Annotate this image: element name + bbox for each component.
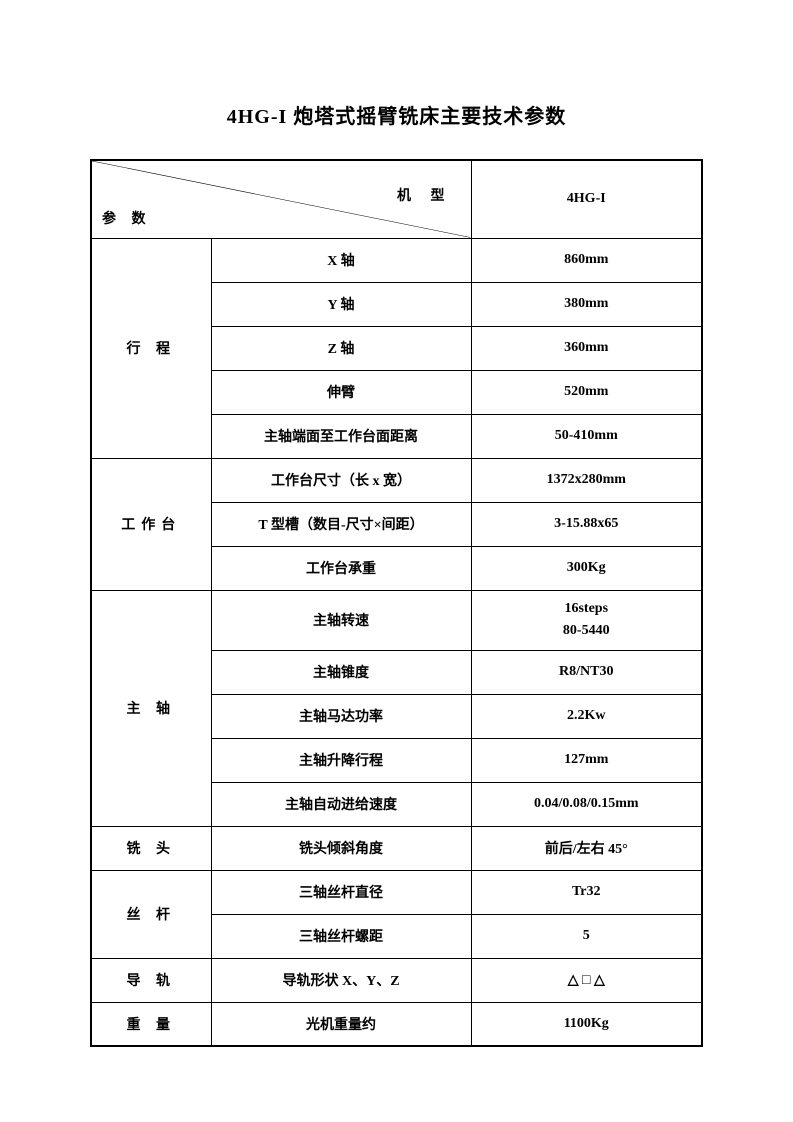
param-cell: Y 轴 bbox=[211, 282, 471, 326]
category-cell: 主 轴 bbox=[91, 590, 211, 826]
value-cell: R8/NT30 bbox=[471, 650, 702, 694]
value-cell: 3-15.88x65 bbox=[471, 502, 702, 546]
value-cell: 1100Kg bbox=[471, 1002, 702, 1046]
value-cell: 380mm bbox=[471, 282, 702, 326]
param-cell: 工作台尺寸（长 x 宽） bbox=[211, 458, 471, 502]
table-row: 丝 杆三轴丝杆直径Tr32 bbox=[91, 870, 702, 914]
table-row: 行 程X 轴860mm bbox=[91, 238, 702, 282]
param-cell: 伸臂 bbox=[211, 370, 471, 414]
value-cell: 127mm bbox=[471, 738, 702, 782]
value-cell: 50-410mm bbox=[471, 414, 702, 458]
table-row: 铣 头铣头倾斜角度前后/左右 45° bbox=[91, 826, 702, 870]
document-title: 4HG-I 炮塔式摇臂铣床主要技术参数 bbox=[90, 100, 703, 129]
header-row: 机 型 参 数 4HG-I bbox=[91, 160, 702, 238]
value-cell: 360mm bbox=[471, 326, 702, 370]
spec-table-body: 机 型 参 数 4HG-I 行 程X 轴860mmY 轴380mmZ 轴360m… bbox=[91, 160, 702, 1046]
value-cell: 300Kg bbox=[471, 546, 702, 590]
value-cell: 1372x280mm bbox=[471, 458, 702, 502]
param-cell: 工作台承重 bbox=[211, 546, 471, 590]
param-cell: 导轨形状 X、Y、Z bbox=[211, 958, 471, 1002]
param-cell: 主轴端面至工作台面距离 bbox=[211, 414, 471, 458]
value-cell: Tr32 bbox=[471, 870, 702, 914]
value-cell: △ □ △ bbox=[471, 958, 702, 1002]
param-cell: X 轴 bbox=[211, 238, 471, 282]
category-cell: 工作台 bbox=[91, 458, 211, 590]
category-cell: 导 轨 bbox=[91, 958, 211, 1002]
param-cell: T 型槽（数目-尺寸×间距） bbox=[211, 502, 471, 546]
value-line: 80-5440 bbox=[563, 623, 610, 638]
header-parameter-label: 参 数 bbox=[102, 208, 152, 228]
param-cell: 主轴马达功率 bbox=[211, 694, 471, 738]
param-cell: 主轴锥度 bbox=[211, 650, 471, 694]
table-row: 重 量光机重量约1100Kg bbox=[91, 1002, 702, 1046]
table-row: 工作台工作台尺寸（长 x 宽）1372x280mm bbox=[91, 458, 702, 502]
category-cell: 丝 杆 bbox=[91, 870, 211, 958]
value-cell: 5 bbox=[471, 914, 702, 958]
spec-table: 机 型 参 数 4HG-I 行 程X 轴860mmY 轴380mmZ 轴360m… bbox=[90, 159, 703, 1047]
param-cell: 三轴丝杆直径 bbox=[211, 870, 471, 914]
value-cell: 0.04/0.08/0.15mm bbox=[471, 782, 702, 826]
value-cell: 860mm bbox=[471, 238, 702, 282]
param-cell: 主轴升降行程 bbox=[211, 738, 471, 782]
category-cell: 重 量 bbox=[91, 1002, 211, 1046]
param-cell: 铣头倾斜角度 bbox=[211, 826, 471, 870]
value-cell: 520mm bbox=[471, 370, 702, 414]
header-model-value: 4HG-I bbox=[471, 160, 702, 238]
param-cell: Z 轴 bbox=[211, 326, 471, 370]
param-cell: 主轴自动进给速度 bbox=[211, 782, 471, 826]
param-cell: 三轴丝杆螺距 bbox=[211, 914, 471, 958]
value-cell: 16steps 80-5440 bbox=[471, 590, 702, 650]
table-row: 导 轨导轨形状 X、Y、Z△ □ △ bbox=[91, 958, 702, 1002]
category-cell: 铣 头 bbox=[91, 826, 211, 870]
header-machine-type-label: 机 型 bbox=[397, 185, 453, 205]
param-cell: 主轴转速 bbox=[211, 590, 471, 650]
category-cell: 行 程 bbox=[91, 238, 211, 458]
table-row: 主 轴主轴转速16steps80-5440 bbox=[91, 590, 702, 650]
param-cell: 光机重量约 bbox=[211, 1002, 471, 1046]
value-cell: 2.2Kw bbox=[471, 694, 702, 738]
header-diagonal-cell: 机 型 参 数 bbox=[91, 160, 471, 238]
value-line: 16steps bbox=[564, 601, 608, 616]
value-cell: 前后/左右 45° bbox=[471, 826, 702, 870]
